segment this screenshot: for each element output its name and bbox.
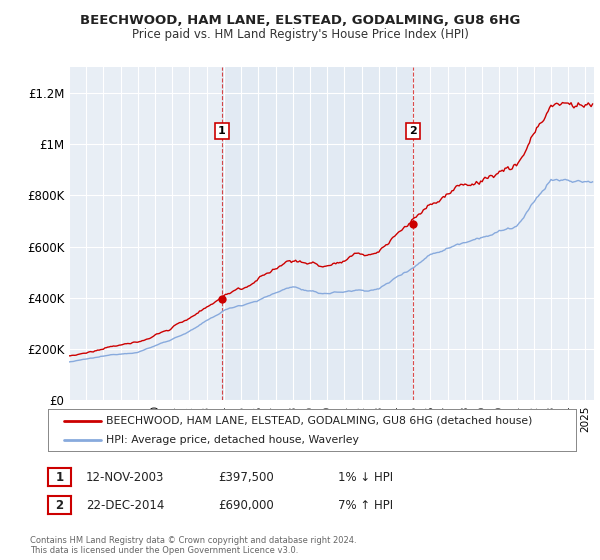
Text: 7% ↑ HPI: 7% ↑ HPI (338, 498, 393, 512)
Text: 2: 2 (55, 498, 64, 512)
Text: Contains HM Land Registry data © Crown copyright and database right 2024.
This d: Contains HM Land Registry data © Crown c… (30, 536, 356, 556)
Text: 1: 1 (218, 126, 226, 136)
Text: 1% ↓ HPI: 1% ↓ HPI (338, 470, 393, 484)
Text: HPI: Average price, detached house, Waverley: HPI: Average price, detached house, Wave… (106, 435, 359, 445)
Text: £397,500: £397,500 (218, 470, 274, 484)
Text: 12-NOV-2003: 12-NOV-2003 (86, 470, 164, 484)
Text: £690,000: £690,000 (218, 498, 274, 512)
Text: 2: 2 (409, 126, 417, 136)
Text: BEECHWOOD, HAM LANE, ELSTEAD, GODALMING, GU8 6HG: BEECHWOOD, HAM LANE, ELSTEAD, GODALMING,… (80, 14, 520, 27)
Bar (221, 67, 413, 400)
Text: 1: 1 (55, 470, 64, 484)
Text: Price paid vs. HM Land Registry's House Price Index (HPI): Price paid vs. HM Land Registry's House … (131, 28, 469, 41)
Text: BEECHWOOD, HAM LANE, ELSTEAD, GODALMING, GU8 6HG (detached house): BEECHWOOD, HAM LANE, ELSTEAD, GODALMING,… (106, 416, 532, 426)
Text: 22-DEC-2014: 22-DEC-2014 (86, 498, 164, 512)
